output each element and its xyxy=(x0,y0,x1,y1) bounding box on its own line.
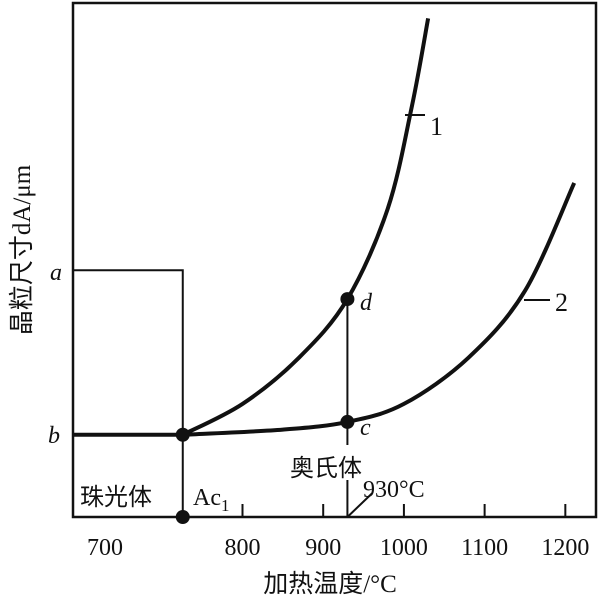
temp-930-label: 930°C xyxy=(363,477,425,503)
curve-2-label: 2 xyxy=(555,288,568,317)
label-c: c xyxy=(360,415,371,441)
x-tick-label: 1000 xyxy=(380,535,428,561)
x-tick-label: 1200 xyxy=(541,535,589,561)
y-axis-label: 晶粒尺寸dA/μm xyxy=(8,164,36,335)
pearlite-label: 珠光体 xyxy=(80,484,152,511)
austenite-label: 奥氏体 xyxy=(290,455,362,482)
label-a: a xyxy=(50,260,62,286)
label-d: d xyxy=(360,290,373,316)
curve-1-label: 1 xyxy=(430,112,443,141)
x-tick-label: 800 xyxy=(224,535,260,561)
ac1-label: Ac1 xyxy=(193,485,229,515)
x-axis-label: 加热温度/°C xyxy=(263,570,397,598)
dot-c xyxy=(340,414,355,429)
curve-2 xyxy=(182,182,577,437)
curve-1 xyxy=(181,18,431,437)
dot-ac1-axis xyxy=(175,510,190,524)
dot-ac1 xyxy=(175,427,190,442)
x-tick-label: 1100 xyxy=(461,535,508,561)
x-tick-label: 900 xyxy=(305,535,341,561)
plot-frame xyxy=(71,1,598,519)
dot-d xyxy=(340,292,355,307)
leader-930 xyxy=(346,492,374,518)
line-a-to-ac1 xyxy=(73,269,184,517)
x-tick-label: 700 xyxy=(87,535,123,561)
label-b: b xyxy=(48,423,60,449)
